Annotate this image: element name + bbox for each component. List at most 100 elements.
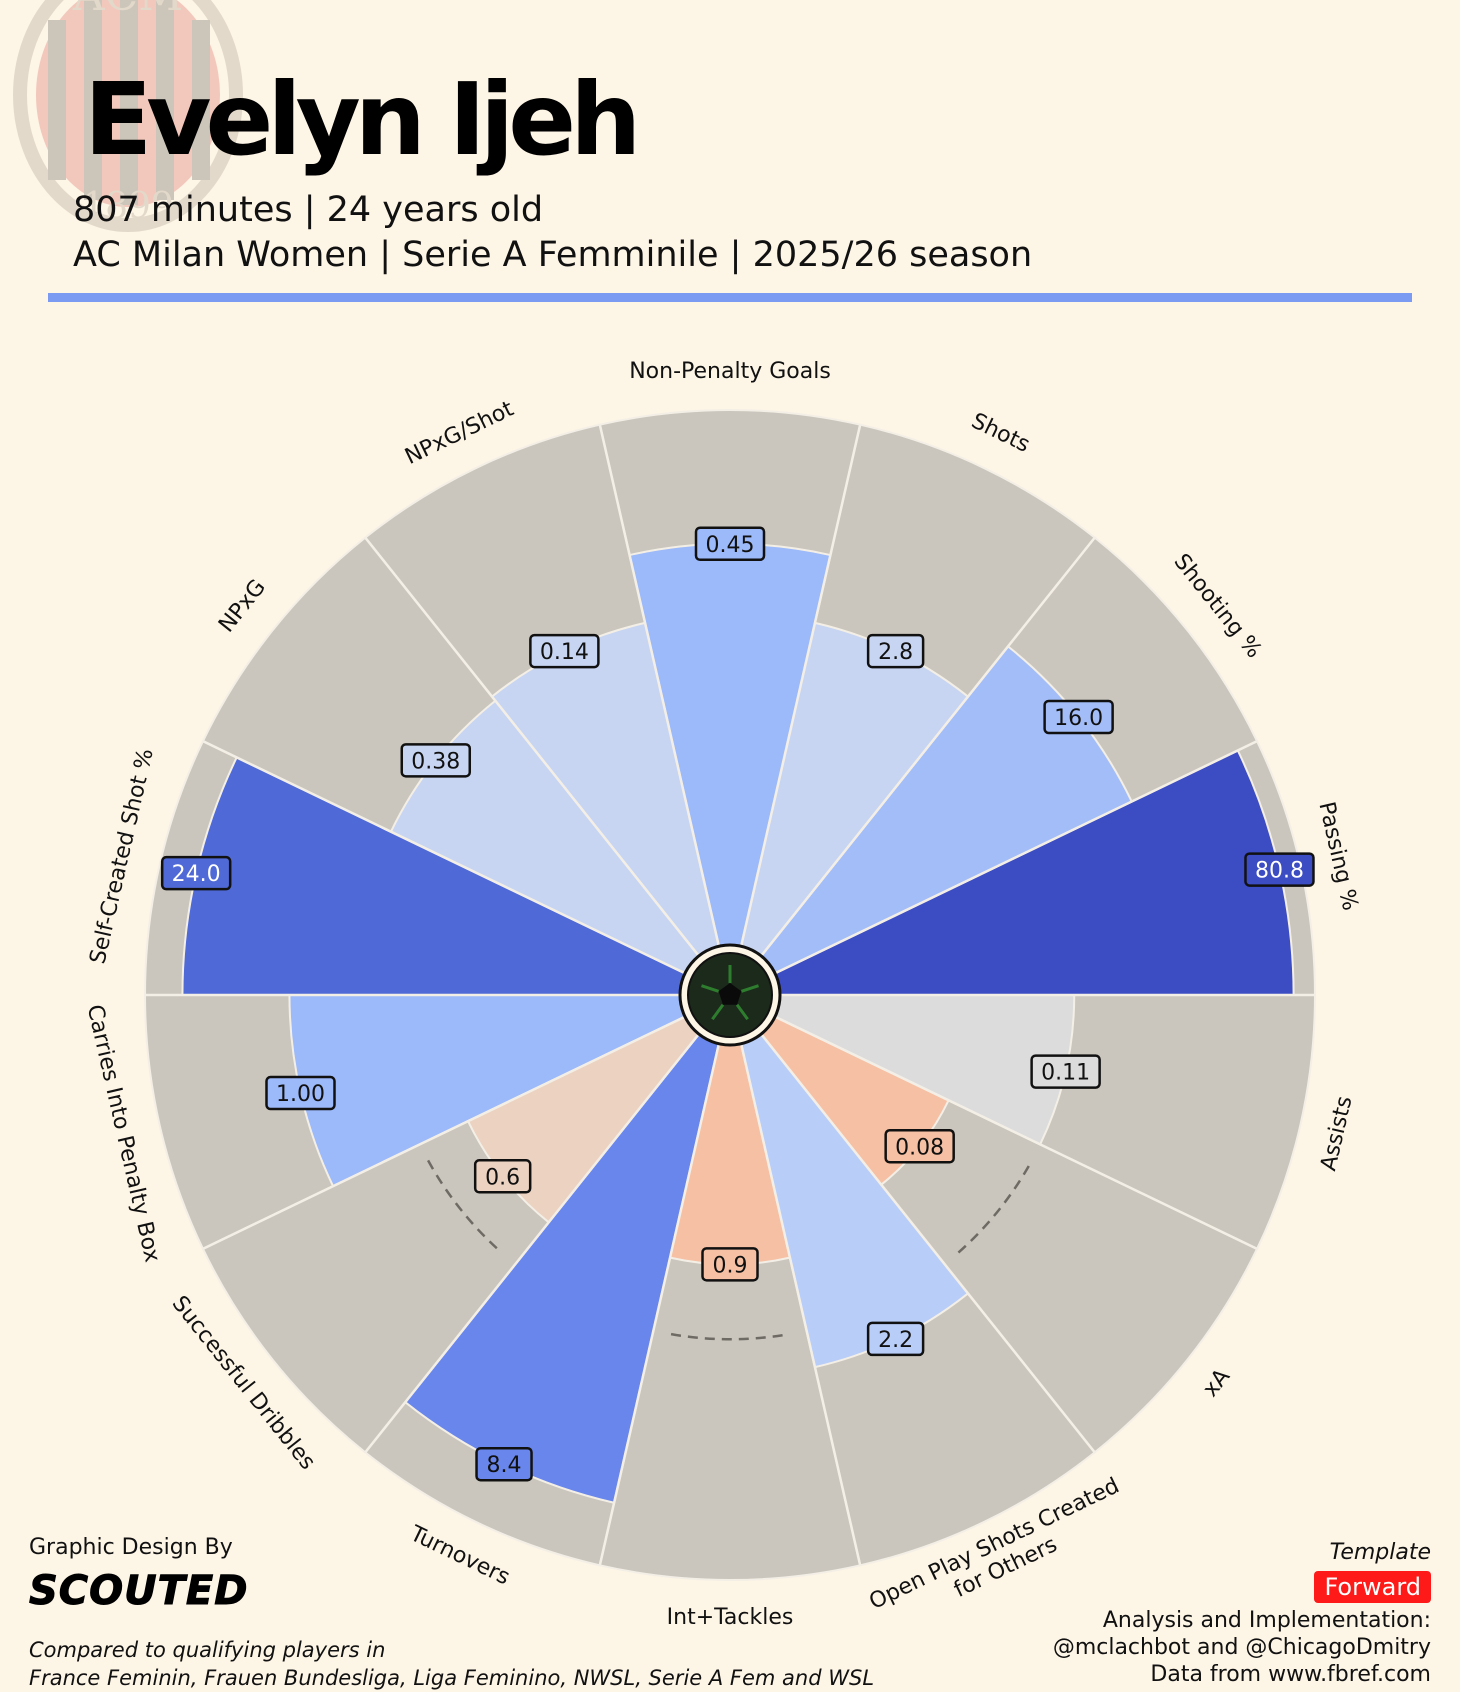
value-text: 0.08 xyxy=(895,1135,944,1160)
reference-arc xyxy=(957,1159,1034,1254)
category-label: Passing % xyxy=(1313,800,1362,913)
footer-left: Graphic Design By SCOUTED Compared to qu… xyxy=(29,1535,929,1692)
value-box xyxy=(1244,852,1315,887)
chart-value-labels: 80.8 16.0 2.8 0.45 0.14 0.38 24.0 1.00 0.6 8.4 0.9… xyxy=(160,526,1315,1482)
value-label: 0.08 xyxy=(884,1129,955,1164)
value-box xyxy=(866,1321,925,1357)
footer-right: Template Forward Analysis and Implementa… xyxy=(831,1540,1431,1688)
value-text: 0.11 xyxy=(1041,1061,1090,1086)
ball-seam xyxy=(740,984,759,993)
value-text: 24.0 xyxy=(172,862,221,887)
crest-year: 1899 xyxy=(82,186,174,227)
header: ACM 1899 Evelyn Ijeh 807 minutes | 24 ye… xyxy=(0,0,1460,320)
divider-line xyxy=(598,1043,721,1566)
value-box xyxy=(475,1446,533,1482)
value-text: 0.38 xyxy=(411,749,460,774)
value-text: 8.4 xyxy=(487,1453,522,1478)
category-label-line: NPxG xyxy=(214,575,271,637)
value-box xyxy=(884,1129,955,1164)
value-box xyxy=(529,633,600,669)
value-box xyxy=(160,855,232,891)
divider-line xyxy=(774,740,1258,975)
player-club-league-season: AC Milan Women | Serie A Femminile | 202… xyxy=(73,235,1033,275)
value-label: 2.8 xyxy=(866,633,925,669)
value-label: 0.45 xyxy=(694,526,766,561)
category-label: xA xyxy=(1198,1364,1235,1402)
scouted-logo: SCOUTED xyxy=(29,1568,249,1615)
category-label-line: Passing % xyxy=(1313,800,1362,913)
category-label: Assists xyxy=(1316,1094,1357,1173)
category-label-line: Shots xyxy=(967,409,1033,458)
divider-line xyxy=(739,424,862,947)
comparison-note-line-1: Compared to qualifying players in xyxy=(29,1638,386,1662)
value-label: 2.2 xyxy=(866,1321,925,1357)
value-box xyxy=(1043,699,1114,735)
value-label: 8.4 xyxy=(475,1446,533,1482)
value-box xyxy=(473,1159,532,1194)
ball-seam xyxy=(735,1003,749,1021)
comparison-note: Compared to qualifying players in France… xyxy=(29,1636,929,1692)
category-label: NPxG xyxy=(214,575,271,637)
value-text: 0.45 xyxy=(706,533,755,558)
category-label-line: xA xyxy=(1198,1364,1235,1402)
club-crest-watermark: ACM 1899 xyxy=(13,0,243,232)
crest-text: ACM xyxy=(72,0,184,21)
player-name: Evelyn Ijeh xyxy=(84,61,641,178)
design-credit-label: Graphic Design By xyxy=(29,1535,233,1560)
divider-line xyxy=(760,1033,1096,1454)
value-label: 0.14 xyxy=(529,633,600,669)
value-label: 1.00 xyxy=(265,1075,336,1111)
divider-line xyxy=(774,1015,1258,1250)
ball-seam xyxy=(701,984,720,993)
value-box xyxy=(866,633,925,669)
divider-line xyxy=(364,536,700,957)
value-text: 16.0 xyxy=(1054,706,1103,731)
chart-dividers xyxy=(145,424,1315,1566)
value-box xyxy=(694,526,766,561)
value-text: 2.2 xyxy=(878,1328,913,1353)
value-box xyxy=(701,1247,759,1282)
value-text: 2.8 xyxy=(878,640,913,665)
value-text: 0.14 xyxy=(540,640,589,665)
divider-line xyxy=(202,1015,686,1250)
player-minutes-age: 807 minutes | 24 years old xyxy=(73,190,544,230)
category-label-line: Non-Penalty Goals xyxy=(629,359,831,384)
divider-line xyxy=(760,536,1096,957)
category-label-line: Int+Tackles xyxy=(667,1605,794,1630)
value-label: 0.6 xyxy=(473,1159,532,1194)
value-label: 0.9 xyxy=(701,1247,759,1282)
credit-analysis: Analysis and Implementation: xyxy=(1102,1608,1431,1633)
category-label-line: Assists xyxy=(1316,1094,1357,1173)
divider-line xyxy=(598,424,721,947)
value-label: 0.38 xyxy=(400,743,472,778)
value-label: 0.11 xyxy=(1030,1054,1101,1089)
divider-line xyxy=(739,1043,862,1566)
template-badge: Forward xyxy=(1314,1571,1431,1603)
value-text: 0.9 xyxy=(713,1253,748,1278)
value-text: 1.00 xyxy=(276,1082,325,1107)
value-box xyxy=(265,1075,336,1111)
credit-data-source: Data from www.fbref.com xyxy=(1150,1662,1431,1687)
category-label: Int+Tackles xyxy=(667,1605,794,1630)
value-box xyxy=(400,743,472,778)
value-text: 80.8 xyxy=(1255,859,1304,884)
value-label: 16.0 xyxy=(1043,699,1114,735)
credit-authors: @mclachbot and @ChicagoDmitry xyxy=(1052,1635,1431,1660)
comparison-note-line-2: France Feminin, Frauen Bundesliga, Liga … xyxy=(29,1666,875,1690)
reference-arc xyxy=(670,1332,790,1341)
ball-pentagon xyxy=(718,983,742,1005)
value-text: 0.6 xyxy=(485,1165,520,1190)
chart-reference-arcs xyxy=(426,1159,1034,1341)
value-box xyxy=(1030,1054,1101,1089)
header-rule xyxy=(48,293,1412,302)
divider-line xyxy=(202,740,686,975)
ball-seam xyxy=(711,1003,725,1021)
template-label: Template xyxy=(1329,1540,1431,1565)
value-label: 24.0 xyxy=(160,855,232,891)
chart-bars xyxy=(181,542,1295,1504)
reference-arc xyxy=(426,1159,503,1254)
divider-line xyxy=(364,1033,700,1454)
category-label: Shots xyxy=(967,409,1033,458)
category-label: Non-Penalty Goals xyxy=(629,359,831,384)
